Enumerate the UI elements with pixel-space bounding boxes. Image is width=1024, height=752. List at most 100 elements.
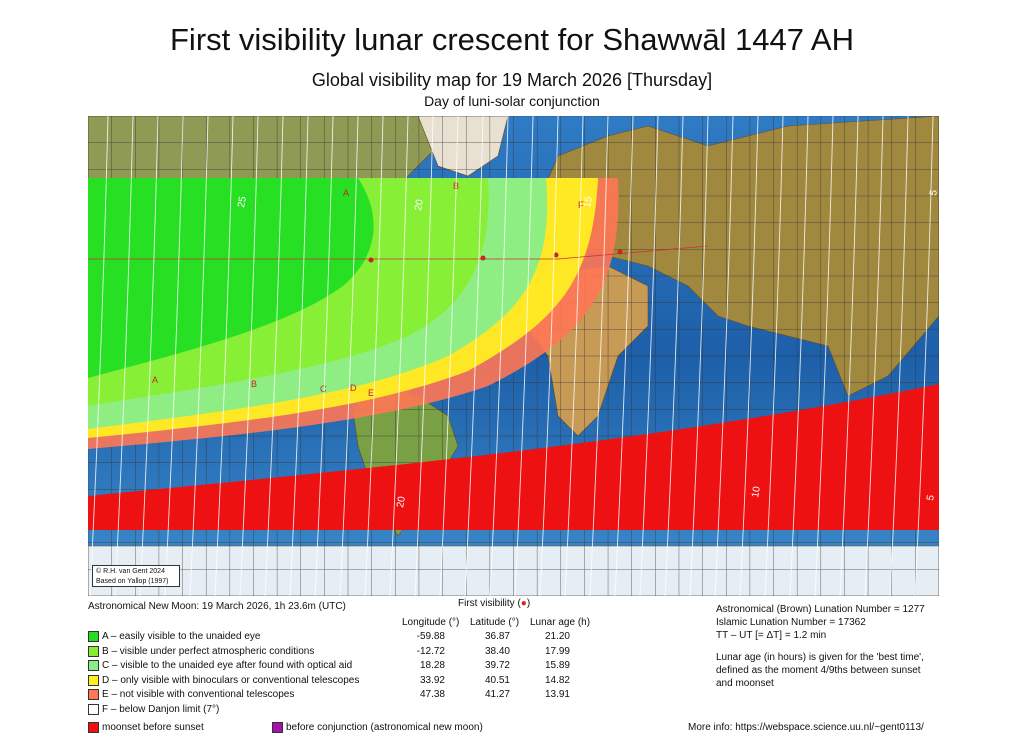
- lunar-age-curve: [389, 116, 409, 596]
- contour-label-20: 20: [413, 198, 426, 211]
- zone-swatch: [88, 703, 99, 715]
- zone-label: C – visible to the unaided eye after fou…: [102, 660, 353, 672]
- brown-lunation: Astronomical (Brown) Lunation Number = 1…: [716, 604, 925, 615]
- map-title: First visibility lunar crescent for Shaw…: [170, 22, 854, 57]
- zone-longitude-value: 33.92: [419, 674, 445, 686]
- moonset-swatch: [88, 722, 99, 733]
- zone-legend-row: C – visible to the unaided eye after fou…: [88, 660, 352, 674]
- zone-age-value: 21.20: [544, 631, 570, 642]
- zone-age-value: 13.91: [544, 689, 570, 700]
- lunar-age-curve: [714, 116, 734, 596]
- map-subtitle: Global visibility map for 19 March 2026 …: [311, 70, 713, 90]
- zone-letter-e-bottom: E: [368, 388, 374, 398]
- lunar-age-curve: [789, 116, 809, 596]
- zone-age-value: 15.89: [544, 660, 570, 671]
- zone-swatch: [88, 674, 99, 686]
- more-info-link[interactable]: More info: https://webspace.science.uu.n…: [688, 722, 924, 733]
- map-credit: © R.H. van Gent 2024 Based on Yallop (19…: [92, 565, 180, 587]
- contour-labels: 25 20 15 5 20 10 5: [236, 189, 939, 509]
- zone-swatch: [88, 660, 99, 671]
- best-location-marker-b: [480, 255, 486, 261]
- lunar-age-curve: [514, 116, 534, 596]
- delta-t: TT – UT [= ΔT] = 1.2 min: [716, 630, 827, 641]
- lunar-age-curve: [264, 116, 284, 596]
- best-location-marker-c: [553, 252, 559, 258]
- new-moon-text: Astronomical New Moon: 19 March 2026, 1h…: [88, 601, 346, 612]
- zone-a-band: [88, 178, 374, 378]
- zone-latitude-value: 38.40: [484, 645, 510, 657]
- contour-label-bottom-10: 10: [750, 485, 763, 498]
- lunar-age-note-1: Lunar age (in hours) is given for the 'b…: [716, 652, 924, 663]
- zone-letter-d-bottom: D: [350, 383, 357, 393]
- contour-label-bottom-5: 5: [925, 494, 937, 502]
- zone-latitude-value: 39.72: [484, 660, 510, 671]
- lunar-age-curve: [589, 116, 609, 596]
- lunar-age-curve: [439, 116, 459, 596]
- visibility-map: A B F A B C D E 25 20 15 5 20 10 5: [88, 116, 939, 596]
- contour-label-5: 5: [928, 189, 939, 197]
- conjunction-swatch: [272, 722, 283, 733]
- lunar-age-curve: [464, 116, 484, 596]
- zone-swatch: [88, 645, 99, 657]
- column-header-longitude: Longitude (°): [402, 617, 460, 628]
- zone-letter-a-bottom: A: [152, 375, 158, 385]
- contour-label-bottom-20: 20: [395, 495, 408, 508]
- zone-swatch: [88, 689, 99, 700]
- lunar-age-curve: [364, 116, 384, 596]
- column-header-age: Lunar age (h): [530, 617, 591, 628]
- lunar-age-curve: [864, 116, 884, 596]
- zone-letter-c-bottom: C: [320, 384, 327, 394]
- column-header-latitude: Latitude (°): [470, 617, 520, 628]
- zone-boundary-lines: [88, 245, 709, 260]
- lunar-age-curve: [214, 116, 234, 596]
- visibility-zones: [88, 178, 619, 449]
- lunar-age-curve: [139, 116, 159, 596]
- lunar-age-note-3: and moonset: [716, 678, 774, 689]
- zone-letter-b-bottom: B: [251, 379, 257, 389]
- best-location-marker-a: [368, 257, 374, 263]
- lunar-age-curve: [689, 116, 709, 596]
- lunar-age-curve: [889, 116, 909, 596]
- zone-latitude-value: 41.27: [484, 689, 510, 700]
- zone-letter-a-top: A: [343, 188, 349, 198]
- lunar-age-curve: [414, 116, 434, 596]
- best-location-markers: [368, 249, 623, 263]
- zone-legend-row: D – only visible with binoculars or conv…: [88, 674, 359, 689]
- info-block: Astronomical (Brown) Lunation Number = 1…: [716, 603, 925, 690]
- lunar-age-curve: [639, 116, 659, 596]
- lunar-age-note-2: defined as the moment 4/9ths between sun…: [716, 665, 921, 676]
- zone-label: E – not visible with conventional telesc…: [102, 689, 295, 701]
- zone-age-value: 14.82: [544, 674, 570, 686]
- credit-line-1: © R.H. van Gent 2024: [96, 568, 165, 575]
- zone-longitude-value: -59.88: [416, 631, 445, 642]
- lunar-age-curve: [914, 116, 934, 596]
- zone-latitude-value: 40.51: [484, 674, 510, 686]
- lunar-age-curve: [164, 116, 184, 596]
- contour-label-15: 15: [582, 195, 595, 208]
- zone-legend-row: B – visible under perfect atmospheric co…: [88, 645, 314, 660]
- lunar-age-curve: [539, 116, 559, 596]
- zone-legend-row: A – easily visible to the unaided eye: [88, 631, 260, 645]
- zone-longitude-value: 47.38: [419, 689, 445, 700]
- lunar-age-curve: [339, 116, 359, 596]
- zone-legend-row: E – not visible with conventional telesc…: [88, 689, 294, 703]
- lunar-age-curves: [89, 116, 934, 596]
- lunar-age-curve: [189, 116, 209, 596]
- lunar-age-curve: [614, 116, 634, 596]
- zone-label: A – easily visible to the unaided eye: [102, 631, 261, 643]
- map-subtitle-date-note: Day of luni-solar conjunction: [424, 93, 600, 109]
- lunar-age-curve: [489, 116, 509, 596]
- zone-legend-row: F – below Danjon limit (7°): [88, 703, 220, 718]
- moonset-before-sunset-band: [88, 384, 939, 530]
- lunar-age-curve: [814, 116, 834, 596]
- contour-label-25: 25: [236, 195, 249, 208]
- zone-age-value: 17.99: [544, 645, 570, 657]
- zone-label: F – below Danjon limit (7°): [102, 703, 220, 715]
- lunar-age-curve: [839, 116, 859, 596]
- lunar-age-curve: [764, 116, 784, 596]
- zone-latitude-value: 36.87: [484, 631, 510, 642]
- lunar-age-curve: [664, 116, 684, 596]
- zone-longitude-value: 18.28: [419, 660, 445, 671]
- first-visibility-marker-icon: ●: [520, 598, 527, 609]
- zone-longitude-value: -12.72: [416, 645, 445, 657]
